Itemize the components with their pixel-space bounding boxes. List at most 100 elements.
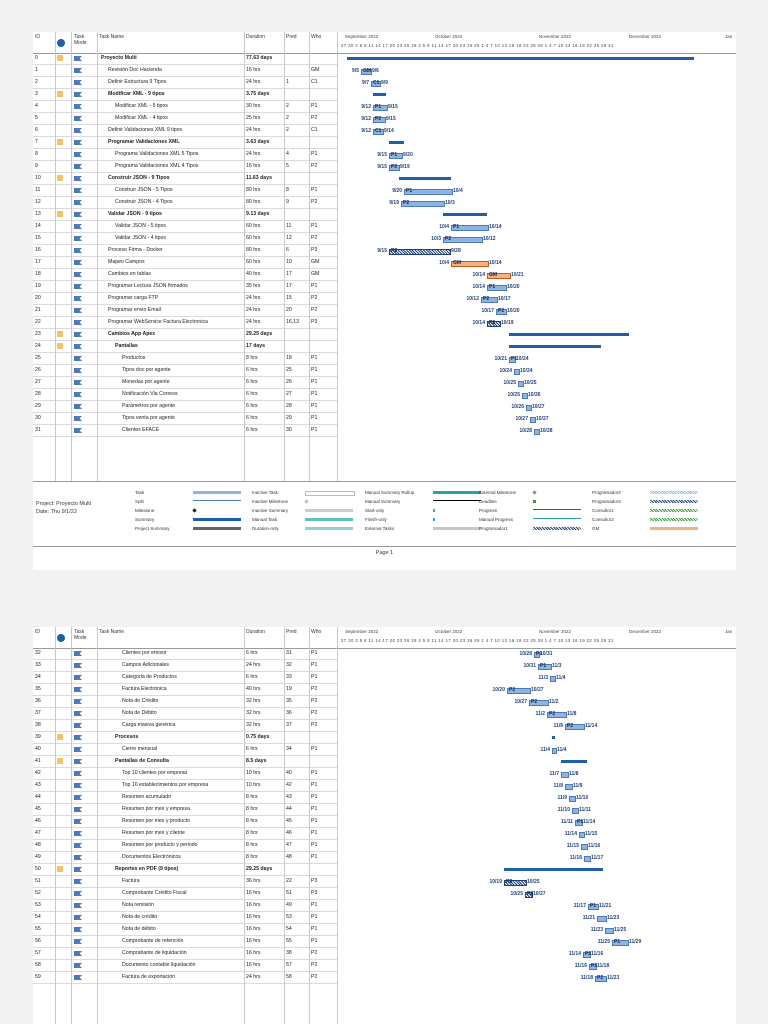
task-bar[interactable] <box>389 153 403 159</box>
task-bar[interactable] <box>487 285 507 291</box>
table-row[interactable]: 28 Notificación Via Correos 6 hrs 27 P1 <box>33 389 338 401</box>
table-row[interactable]: 19 Programar Lectura JSON firmados 35 hrs 1… <box>33 281 338 293</box>
task-bar[interactable] <box>389 165 400 171</box>
table-row[interactable]: 58 Documento contable liquidación 16 hrs 57… <box>33 960 338 972</box>
table-row[interactable]: 11 Construir JSON - 5 Tipos 80 hrs 8 P1 <box>33 185 338 197</box>
table-row[interactable]: 27 Monedas por agente 6 hrs 26 P1 <box>33 377 338 389</box>
task-bar[interactable] <box>572 808 579 814</box>
table-row[interactable]: 51 Factura 36 hrs 22 P3 <box>33 876 338 888</box>
task-bar[interactable] <box>547 712 567 718</box>
task-bar[interactable] <box>526 405 532 411</box>
table-row[interactable]: 8 Programa Validaciones XML 5 Tipos 24 hrs… <box>33 149 338 161</box>
table-row[interactable]: 3 Modificar XML - 9 tipos 3.75 days <box>33 89 338 101</box>
task-bar[interactable] <box>496 309 507 315</box>
table-row[interactable]: 43 Top 10 establecimientos por empresa 10 … <box>33 780 338 792</box>
task-bar[interactable] <box>589 964 597 970</box>
task-bar[interactable] <box>373 129 384 135</box>
table-row[interactable]: 20 Programar carga FTP 24 hrs 15 P2 <box>33 293 338 305</box>
table-row[interactable]: 53 Nota remisión 16 hrs 49 P1 <box>33 900 338 912</box>
table-row[interactable]: 31 Clientes EFACE 6 hrs 30 P1 <box>33 425 338 437</box>
table-row[interactable]: 47 Resumen por mes y cliente 8 hrs 46 P1 <box>33 828 338 840</box>
table-row[interactable]: 44 Resumen acumulado 8 hrs 43 P1 <box>33 792 338 804</box>
table-row[interactable]: 40 Cierre mensual 6 hrs 34 P1 <box>33 744 338 756</box>
task-bar[interactable] <box>507 688 531 694</box>
table-row[interactable]: 17 Mapeo Campos 60 hrs 10 GM <box>33 257 338 269</box>
task-bar[interactable] <box>588 904 599 910</box>
table-row[interactable]: 18 Cambios en tablas 40 hrs 17 GM <box>33 269 338 281</box>
summary-bar[interactable] <box>347 57 694 60</box>
summary-bar[interactable] <box>399 177 451 180</box>
table-row[interactable]: 55 Nota de débito 16 hrs 54 P1 <box>33 924 338 936</box>
table-row[interactable]: 52 Comprobante Crédito Fiscal 16 hrs 51 P3 <box>33 888 338 900</box>
task-bar[interactable] <box>595 976 607 982</box>
table-row[interactable]: 45 Resumen por mes y empresa 8 hrs 44 P1 <box>33 804 338 816</box>
task-bar[interactable] <box>451 261 489 267</box>
table-row[interactable]: 24 Pantallas 17 days <box>33 341 338 353</box>
table-row[interactable]: 39 Procesos 0.75 days <box>33 732 338 744</box>
task-bar[interactable] <box>361 69 372 75</box>
table-row[interactable]: 23 Cambios App Apex 29.25 days <box>33 329 338 341</box>
task-bar[interactable] <box>534 429 540 435</box>
table-row[interactable]: 13 Validar JSON - 9 tipos 9.13 days <box>33 209 338 221</box>
table-row[interactable]: 22 Programar WebService Factura Electroni… <box>33 317 338 329</box>
summary-bar[interactable] <box>509 333 629 336</box>
task-bar[interactable] <box>584 856 591 862</box>
table-row[interactable]: 38 Carga masiva genérica 32 hrs 37 P2 <box>33 720 338 732</box>
task-bar[interactable] <box>487 273 511 279</box>
table-row[interactable]: 7 Programar Validaciones XML 3.63 days <box>33 137 338 149</box>
table-row[interactable]: 16 Proceso Firma - Docker 80 hrs 6 P3 <box>33 245 338 257</box>
table-row[interactable]: 56 Comprobante de retención 16 hrs 55 P1 <box>33 936 338 948</box>
task-bar[interactable] <box>581 844 588 850</box>
table-row[interactable]: 42 Top 10 clientes por empresa 10 hrs 40 P1 <box>33 768 338 780</box>
summary-bar[interactable] <box>509 345 601 348</box>
task-bar[interactable] <box>371 81 381 87</box>
task-bar[interactable] <box>569 796 576 802</box>
table-row[interactable]: 10 Construir JSON - 9 Tipos 11.63 days <box>33 173 338 185</box>
task-bar[interactable] <box>443 237 483 243</box>
task-bar[interactable] <box>529 700 549 706</box>
table-row[interactable]: 32 Clientes por emisor 6 hrs 31 P1 <box>33 648 338 660</box>
table-row[interactable]: 0 Proyecto Multi 77.63 days <box>33 53 338 65</box>
table-row[interactable]: 36 Nota de Crédito 32 hrs 35 P2 <box>33 696 338 708</box>
table-row[interactable]: 37 Nota de Débito 32 hrs 36 P2 <box>33 708 338 720</box>
table-row[interactable]: 49 Documentos Electrónicos 8 hrs 48 P1 <box>33 852 338 864</box>
table-row[interactable]: 5 Modificar XML - 4 tipos 25 hrs 2 P2 <box>33 113 338 125</box>
task-bar[interactable] <box>550 676 556 682</box>
table-row[interactable]: 2 Definir Estructura 9 Tipos 24 hrs 1 C1 <box>33 77 338 89</box>
table-row[interactable]: 35 Factura Electrónica 40 hrs 19 P2 <box>33 684 338 696</box>
task-bar[interactable] <box>612 940 629 946</box>
table-row[interactable]: 25 Productos 8 hrs 18 P1 <box>33 353 338 365</box>
table-row[interactable]: 48 Resumen por producto y periodo 8 hrs 47 P… <box>33 840 338 852</box>
task-bar[interactable] <box>561 772 569 778</box>
task-bar[interactable] <box>487 321 501 327</box>
task-bar[interactable] <box>530 417 536 423</box>
task-bar[interactable] <box>401 201 445 207</box>
table-row[interactable]: 9 Programa Validaciones XML 4 Tipos 16 hrs… <box>33 161 338 173</box>
task-bar[interactable] <box>389 249 451 255</box>
table-row[interactable]: 54 Nota de crédito 16 hrs 53 P1 <box>33 912 338 924</box>
table-row[interactable]: 33 Campos Adicionales 24 hrs 32 P1 <box>33 660 338 672</box>
table-row[interactable]: 50 Reportes en PDF (9 tipos) 29.25 days <box>33 864 338 876</box>
table-row[interactable]: 26 Tipos doc por agente 6 hrs 25 P1 <box>33 365 338 377</box>
task-bar[interactable] <box>404 189 453 195</box>
summary-bar[interactable] <box>504 868 603 871</box>
task-bar[interactable] <box>583 952 591 958</box>
task-bar[interactable] <box>565 724 585 730</box>
task-bar[interactable] <box>522 393 528 399</box>
table-row[interactable]: 21 Programar envio Email 24 hrs 20 P2 <box>33 305 338 317</box>
summary-bar[interactable] <box>443 213 487 216</box>
task-bar[interactable] <box>605 928 614 934</box>
table-row[interactable]: 34 Categoría de Productos 6 hrs 33 P1 <box>33 672 338 684</box>
task-bar[interactable] <box>534 652 540 658</box>
task-bar[interactable] <box>373 117 386 123</box>
task-bar[interactable] <box>597 916 607 922</box>
table-row[interactable]: 6 Definir Validaciones XML 9 tipos 24 hrs 2… <box>33 125 338 137</box>
table-row[interactable]: 1 Revisión Doc Hacienda 16 hrs GM <box>33 65 338 77</box>
table-row[interactable]: 15 Validar JSON - 4 tipos 60 hrs 12 P2 <box>33 233 338 245</box>
table-row[interactable]: 29 Parámetros por agente 6 hrs 28 P1 <box>33 401 338 413</box>
task-bar[interactable] <box>518 381 524 387</box>
task-bar[interactable] <box>481 297 498 303</box>
summary-bar[interactable] <box>552 736 555 739</box>
task-bar[interactable] <box>575 820 583 826</box>
table-row[interactable]: 30 Tipos venta por agente 6 hrs 29 P1 <box>33 413 338 425</box>
